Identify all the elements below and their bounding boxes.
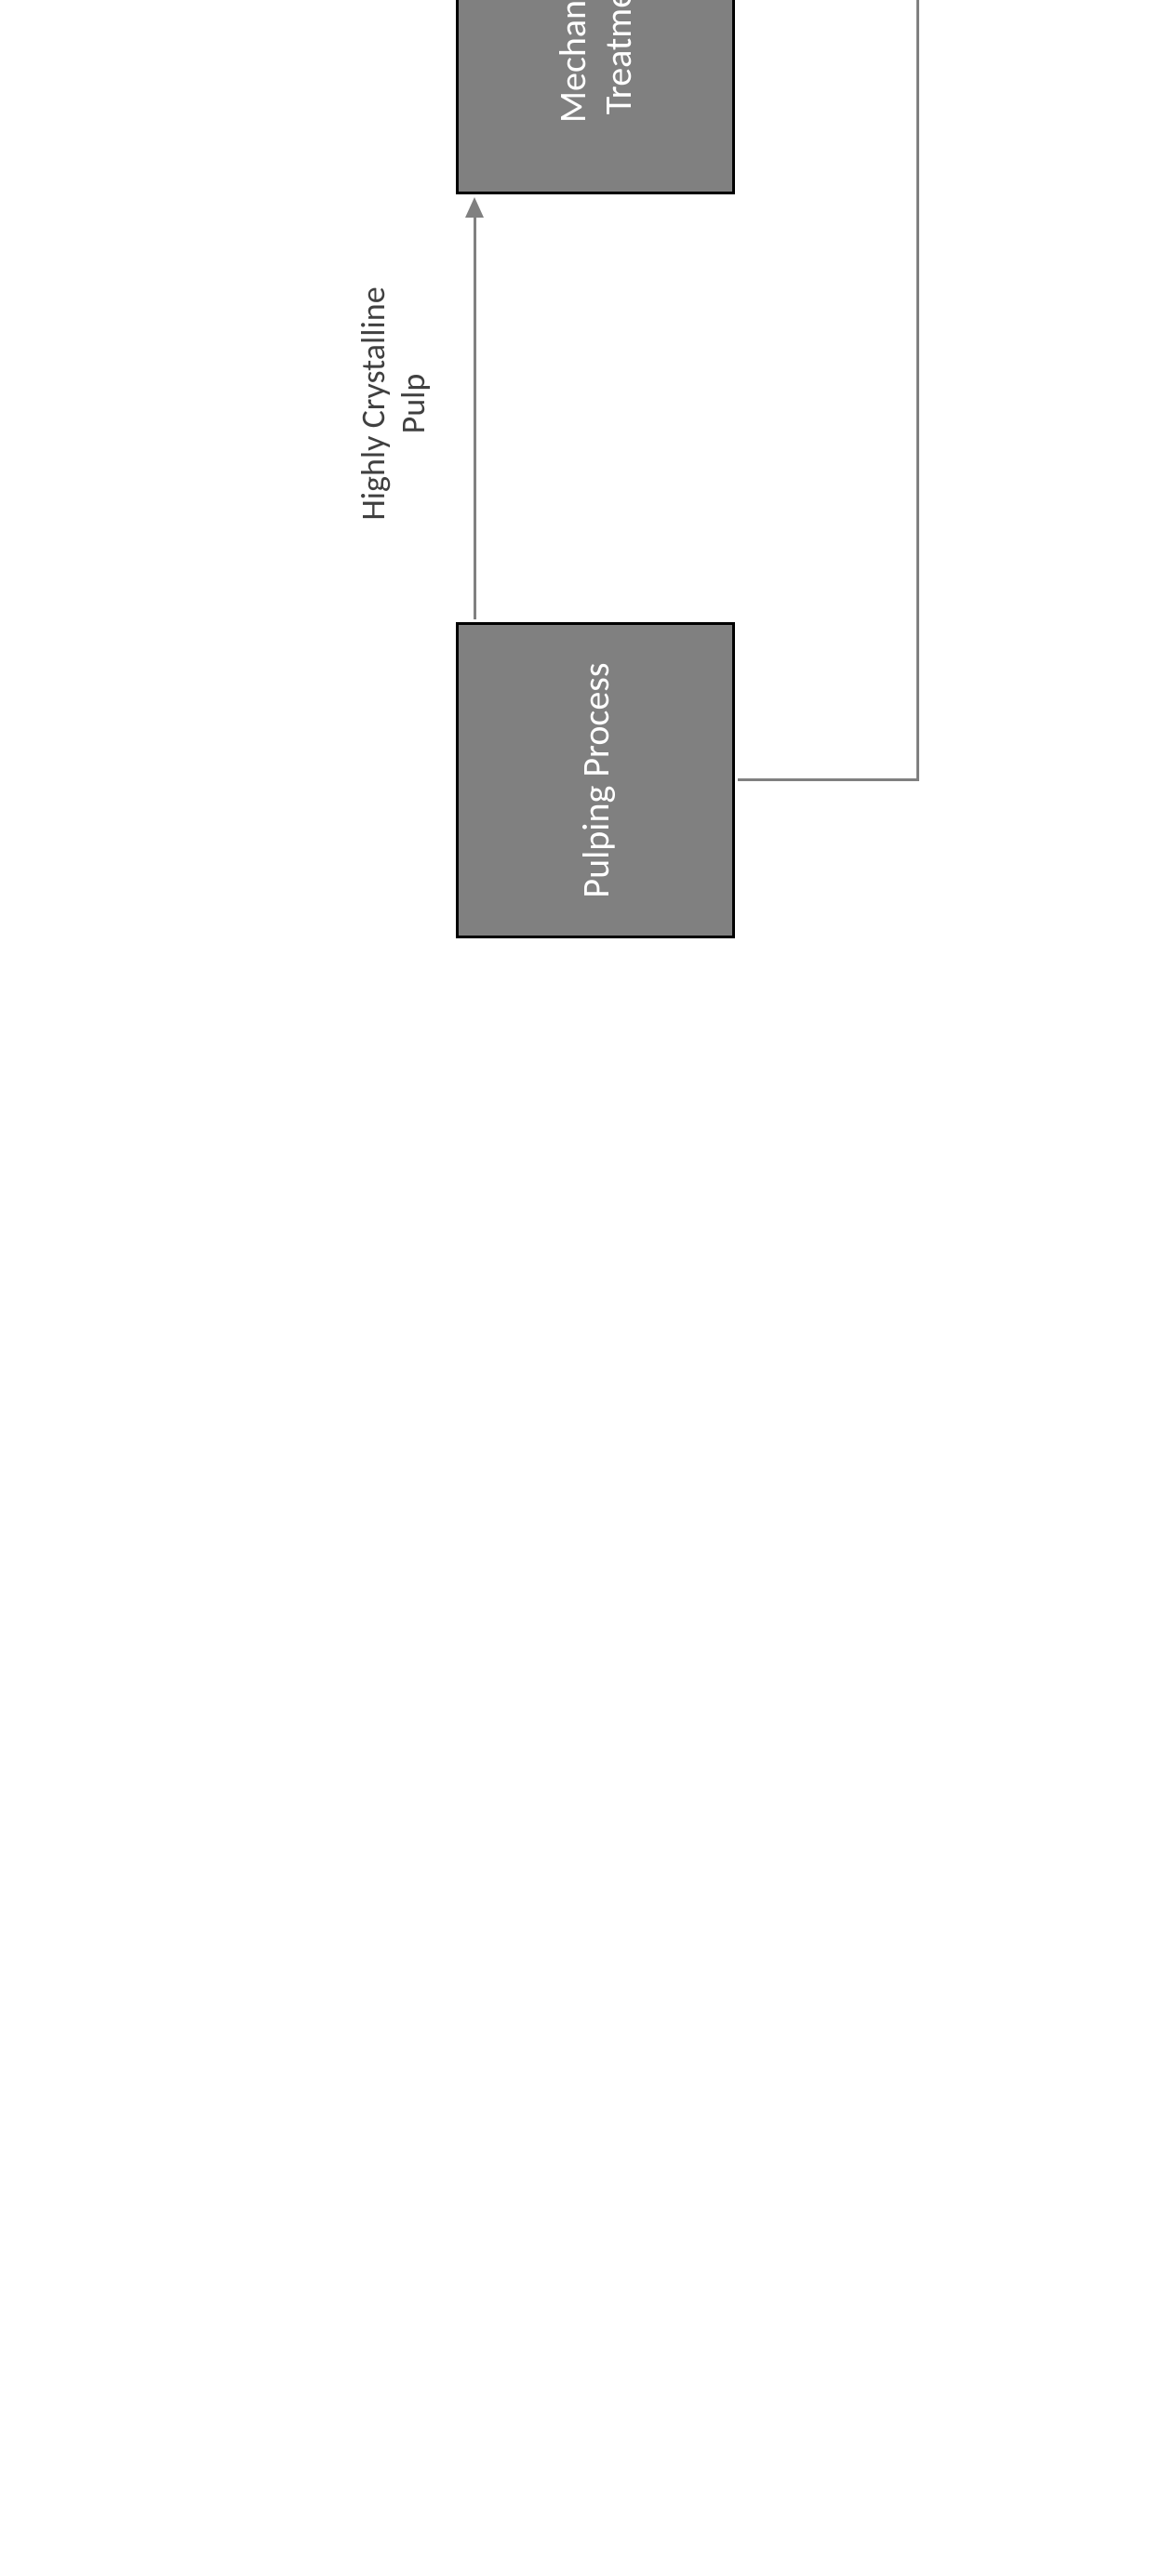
arrow-label-1: Highly Crystalline Pulp: [354, 269, 434, 538]
arrow-label-1-line2: Pulp: [393, 374, 434, 434]
diagram-container: FIG. 1 Pulping Process Mechanical Treatm…: [0, 0, 1162, 1162]
box-pulping-label: Pulping Process: [573, 662, 619, 897]
arrow-4-vertical: [738, 778, 919, 781]
box-pulping: Pulping Process: [456, 622, 735, 938]
box-mechanical-label: Mechanical Treatment: [550, 0, 641, 192]
arrow-1-line: [474, 213, 476, 619]
arrow-label-1-line1: Highly Crystalline: [353, 286, 394, 520]
arrow-4-horizontal: [916, 0, 919, 781]
box-mechanical: Mechanical Treatment: [456, 0, 735, 194]
arrow-1-head: [465, 197, 484, 218]
